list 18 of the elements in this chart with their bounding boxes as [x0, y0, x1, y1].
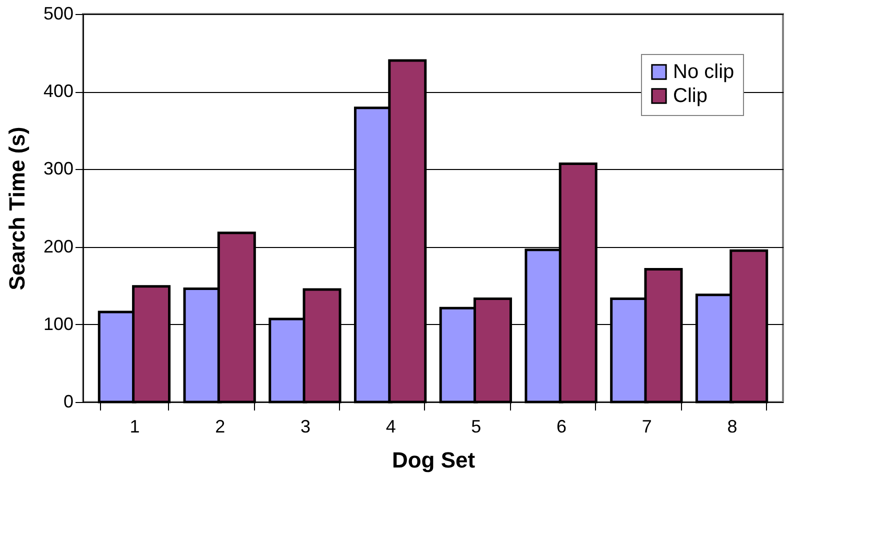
y-tick-label: 400 [43, 81, 74, 102]
x-tick-label: 4 [386, 416, 396, 436]
y-tick-label: 0 [63, 392, 74, 412]
x-tick-label: 6 [556, 416, 567, 436]
y-tick-label: 200 [43, 236, 74, 256]
y-axis-title: Search Time (s) [4, 126, 30, 290]
x-tick-label: 2 [215, 416, 226, 436]
legend-label: Clip [673, 85, 708, 107]
x-axis-title: Dog Set [392, 448, 476, 472]
y-tick-label: 100 [43, 314, 74, 334]
y-tick-label: 500 [43, 4, 74, 24]
x-tick-label: 5 [471, 416, 482, 436]
x-tick-label: 8 [727, 416, 738, 436]
x-tick-label: 1 [130, 416, 140, 436]
y-tick-label: 300 [43, 158, 74, 179]
x-tick-label: 7 [642, 416, 652, 436]
x-tick-label: 3 [300, 416, 310, 436]
legend-label: No clip [673, 61, 734, 83]
